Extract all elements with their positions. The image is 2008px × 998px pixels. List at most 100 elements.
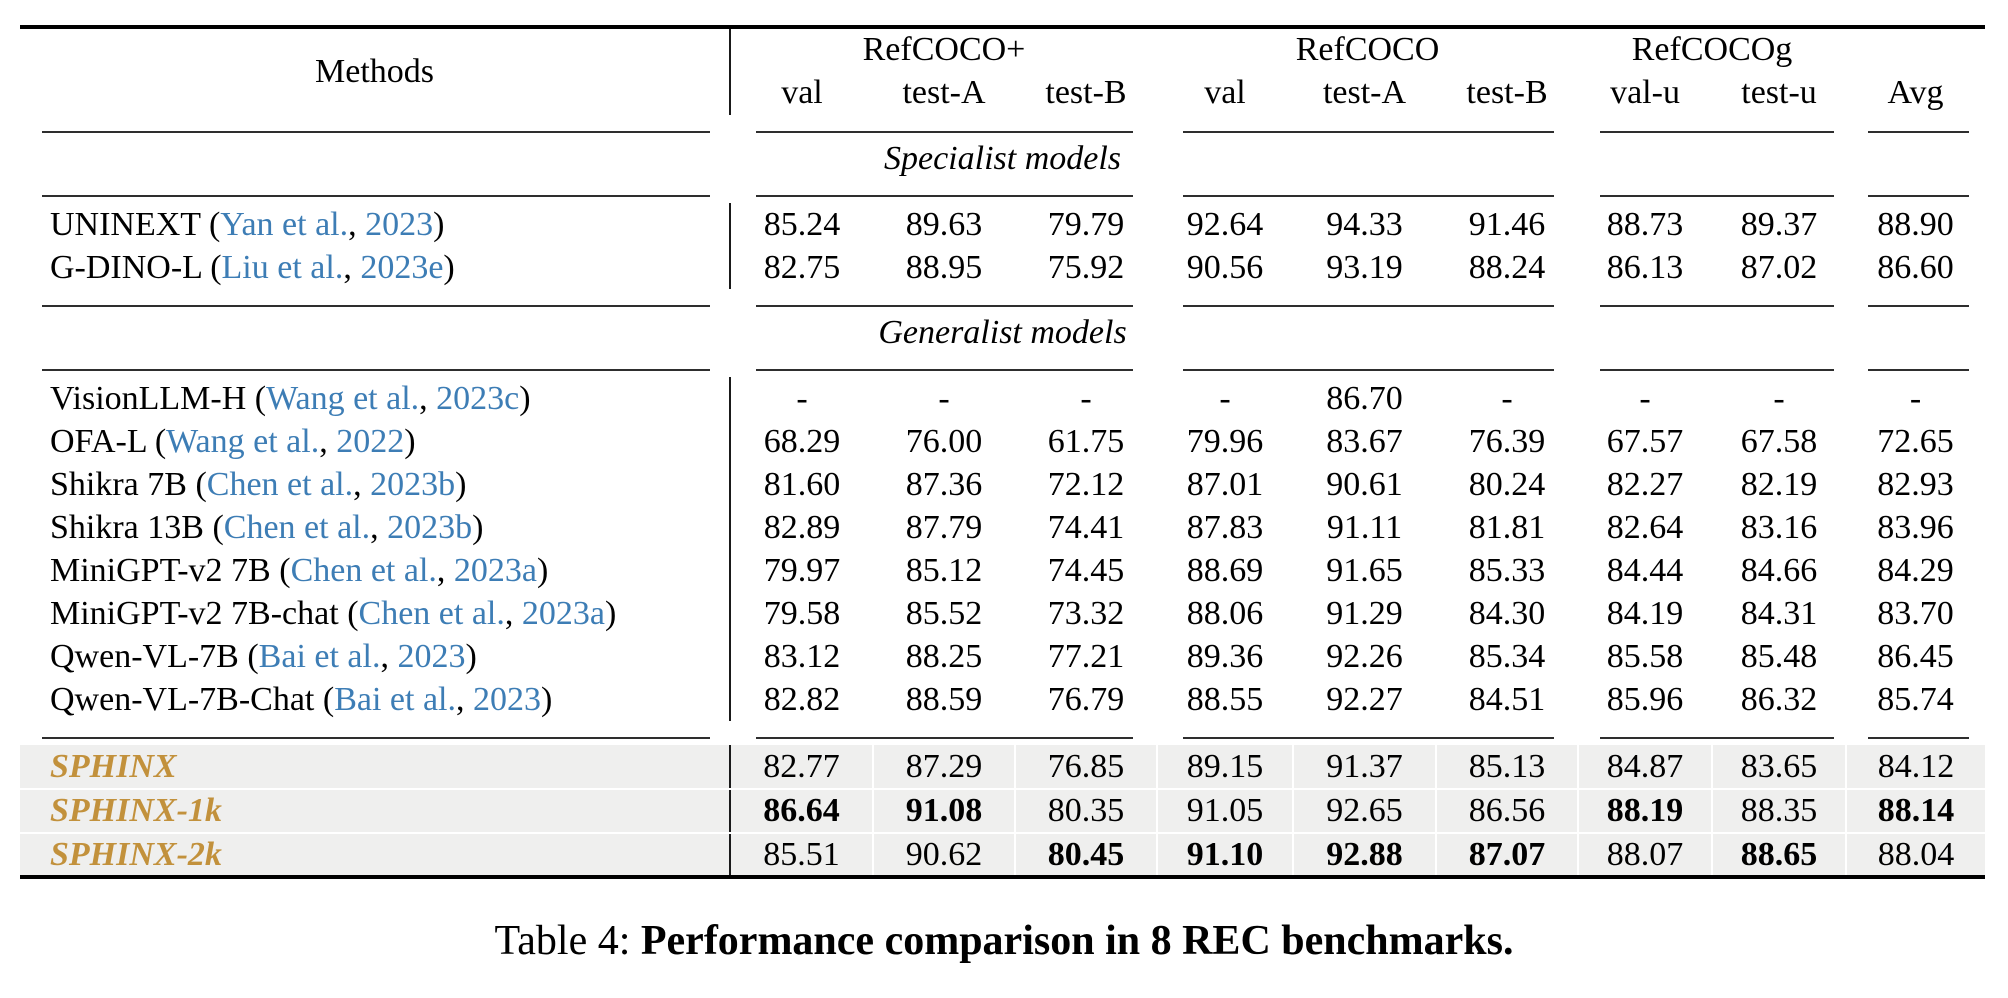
rule-cell-3 [1578, 353, 1846, 377]
subcol-header-3: val [1204, 74, 1246, 111]
method-cell: MiniGPT-v2 7B-chat (Chen et al., 2023a) [20, 592, 731, 635]
citation-year: 2023e [360, 248, 444, 286]
method-cell: G-DINO-L (Liu et al., 2023e) [20, 246, 731, 289]
value-cell: 91.46 [1468, 205, 1546, 243]
table-row: SPHINX-2k 85.51 90.62 80.45 91.10 92.88 87.07 8… [20, 833, 1986, 877]
horizontal-rule [1183, 194, 1555, 197]
value-cell: 90.62 [872, 833, 1015, 877]
value-cell: 76.85 [1014, 745, 1157, 790]
value-cell: 86.32 [1740, 680, 1818, 718]
citation-link[interactable]: Chen et al., 2023b [207, 466, 455, 503]
value-cell: 87.36 [905, 465, 983, 503]
value-cell: 92.88 [1292, 833, 1436, 877]
citation-link[interactable]: Wang et al., 2022 [166, 423, 404, 460]
value-cell: 88.65 [1711, 833, 1847, 877]
value-cell: 91.29 [1326, 594, 1403, 632]
rule-cell-1 [730, 179, 1157, 203]
horizontal-rule [1600, 194, 1835, 197]
method-name: Qwen-VL-7B-Chat [50, 680, 323, 718]
value-cell: - [1080, 379, 1092, 417]
citation-link[interactable]: Chen et al., 2023a [359, 595, 605, 632]
value-cell: 86.70 [1326, 379, 1403, 417]
value-cell: 88.07 [1577, 833, 1713, 877]
value-cell: 88.19 [1577, 789, 1713, 834]
citation-authors: Wang et al. [166, 422, 320, 460]
rule-cell-2 [1157, 289, 1578, 313]
value-cell: 83.70 [1877, 594, 1954, 632]
citation-link[interactable]: Chen et al., 2023b [224, 509, 472, 546]
citation-link[interactable]: Bai et al., 2023 [259, 638, 466, 675]
rule-cell-2 [1157, 179, 1578, 203]
citation-link[interactable]: Liu et al., 2023e [222, 249, 444, 286]
citation-authors: Chen et al. [223, 508, 371, 546]
value-cell: 86.13 [1606, 248, 1684, 286]
rule-cell-1 [730, 289, 1157, 313]
citation-link[interactable]: Yan et al., 2023 [220, 206, 433, 243]
value-cell: 92.27 [1326, 680, 1403, 718]
value-cell: 93.19 [1326, 248, 1403, 286]
value-cell: 86.64 [729, 789, 873, 834]
rule-cell-1 [730, 721, 1157, 745]
value-cell: 83.16 [1740, 508, 1818, 546]
rule-cell-3 [1578, 179, 1846, 203]
paren-open: ( [212, 508, 224, 546]
citation-authors: Chen et al. [358, 594, 505, 632]
value-cell: 88.04 [1845, 833, 1986, 877]
horizontal-rule [42, 194, 710, 197]
value-cell: 91.37 [1292, 745, 1436, 790]
table-row: Shikra 13B (Chen et al., 2023b) 82.89 87.7… [20, 506, 1985, 549]
method-cell: UNINEXT (Yan et al., 2023) [20, 203, 731, 246]
table-row: UNINEXT (Yan et al., 2023) 85.24 89.63 79.7… [20, 203, 1985, 246]
citation-authors: Bai et al. [258, 637, 381, 675]
value-cell: 94.33 [1326, 205, 1403, 243]
method-name: Qwen-VL-7B [50, 637, 248, 675]
value-cell: 88.06 [1186, 594, 1264, 632]
value-cell: 82.19 [1740, 465, 1818, 503]
value-cell: 85.52 [905, 594, 983, 632]
value-cell: 85.58 [1606, 637, 1684, 675]
value-cell: 84.66 [1740, 551, 1818, 589]
horizontal-rule [756, 194, 1133, 197]
value-cell: 84.44 [1606, 551, 1684, 589]
table-row: SPHINX 82.77 87.29 76.85 89.15 91.37 85.13 84.8… [20, 745, 1986, 790]
value-cell: 87.29 [872, 745, 1015, 790]
paren-open: ( [322, 680, 335, 718]
value-cell: 83.65 [1711, 745, 1847, 790]
value-cell: 86.45 [1877, 637, 1954, 675]
method-cell: SPHINX [20, 745, 731, 790]
citation-link[interactable]: Wang et al., 2023c [266, 380, 519, 417]
citation-authors: Chen et al. [206, 465, 354, 503]
value-cell: 88.55 [1186, 680, 1264, 718]
value-cell: 79.79 [1047, 205, 1125, 243]
paren-close: ) [472, 508, 484, 546]
value-cell: - [1909, 379, 1922, 417]
value-cell: 83.67 [1326, 422, 1403, 460]
citation-year: 2022 [336, 422, 405, 460]
section-label: Generalist models [878, 314, 1127, 351]
value-cell: 82.82 [763, 680, 841, 718]
citation-year: 2023a [521, 594, 605, 632]
horizontal-rule [756, 304, 1133, 307]
method-name: Shikra 7B [50, 465, 196, 503]
citation-authors: Wang et al. [266, 379, 420, 417]
table-row: SPHINX-1k 86.64 91.08 80.35 91.05 92.65 86.56 8… [20, 789, 1986, 834]
citation-authors: Liu et al. [221, 248, 344, 286]
column-group-RefCOCO+: RefCOCO+ [862, 31, 1026, 68]
value-cell: 72.65 [1877, 422, 1954, 460]
citation-link[interactable]: Bai et al., 2023 [334, 681, 541, 718]
value-cell: 91.11 [1326, 508, 1403, 546]
section-cell: Generalist models [20, 313, 1985, 353]
method-cell: Shikra 13B (Chen et al., 2023b) [20, 506, 731, 549]
horizontal-rule [1600, 736, 1835, 739]
method-cell: Qwen-VL-7B-Chat (Bai et al., 2023) [20, 678, 731, 721]
value-cell: 72.12 [1047, 465, 1125, 503]
rule-cell-2 [1157, 353, 1578, 377]
value-cell: 74.41 [1047, 508, 1125, 546]
value-cell: 84.30 [1468, 594, 1546, 632]
citation-comma: , [456, 680, 474, 718]
value-cell: 81.81 [1468, 508, 1546, 546]
citation-year: 2023a [453, 551, 537, 589]
citation-link[interactable]: Chen et al., 2023a [291, 552, 537, 589]
value-cell: 84.87 [1577, 745, 1713, 790]
value-cell: 75.92 [1047, 248, 1125, 286]
